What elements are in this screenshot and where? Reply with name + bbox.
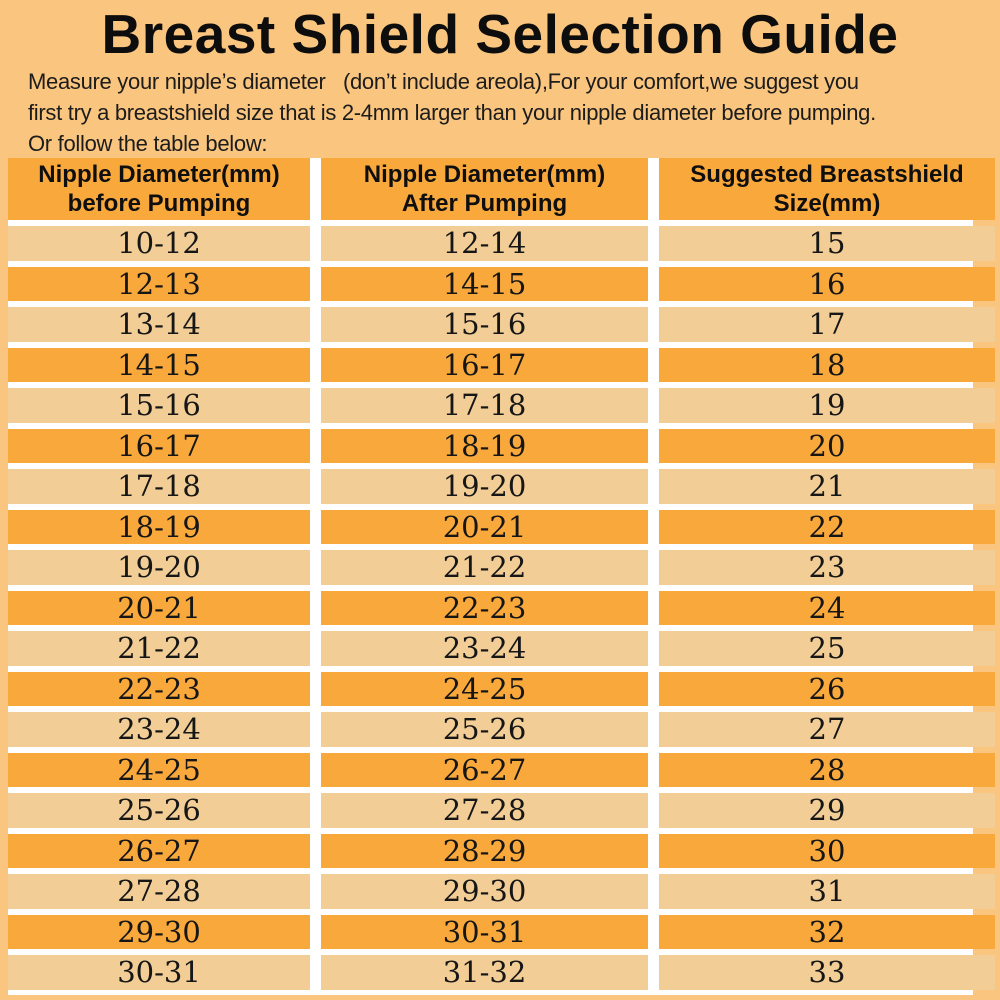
header-before-pumping-line1: Nipple Diameter(mm) [38,161,280,188]
cell-before-diameter: 26-27 [8,833,310,868]
cell-after-diameter: 22-23 [321,590,648,625]
header-suggested-size-line2: Size(mm) [773,190,881,217]
page-title: Breast Shield Selection Guide [101,3,899,65]
cell-after-diameter: 27-28 [321,793,648,828]
header-suggested-size-line1: Suggested Breastshield [690,161,964,188]
cell-shield-size: 28 [659,752,995,787]
cell-after-diameter: 14-15 [321,266,648,301]
header-after-pumping-line2: After Pumping [401,190,568,217]
cell-before-diameter: 18-19 [8,509,310,544]
cell-before-diameter: 23-24 [8,712,310,747]
cell-before-diameter: 16-17 [8,428,310,463]
cell-before-diameter: 22-23 [8,671,310,706]
cell-shield-size: 18 [659,347,995,382]
cell-after-diameter: 16-17 [321,347,648,382]
intro-text: Measure your nipple’s diameter (don’t in… [28,66,1000,159]
header-after-pumping-line1: Nipple Diameter(mm) [363,161,606,188]
cell-shield-size: 16 [659,266,995,301]
cell-shield-size: 26 [659,671,995,706]
intro-line-2: first try a breastshield size that is 2-… [28,100,876,125]
cell-before-diameter: 12-13 [8,266,310,301]
cell-after-diameter: 25-26 [321,712,648,747]
cell-after-diameter: 19-20 [321,469,648,504]
cell-before-diameter: 30-31 [8,955,310,990]
cell-after-diameter: 26-27 [321,752,648,787]
cell-before-diameter: 13-14 [8,307,310,342]
intro-line-1: Measure your nipple’s diameter (don’t in… [28,69,859,94]
cell-shield-size: 20 [659,428,995,463]
cell-shield-size: 15 [659,226,995,261]
cell-shield-size: 22 [659,509,995,544]
cell-after-diameter: 23-24 [321,631,648,666]
cell-shield-size: 27 [659,712,995,747]
cell-shield-size: 29 [659,793,995,828]
header-suggested-size: Suggested Breastshield Size(mm) [659,158,995,220]
cell-shield-size: 25 [659,631,995,666]
cell-after-diameter: 18-19 [321,428,648,463]
header-after-pumping: Nipple Diameter(mm) After Pumping [321,158,648,220]
size-guide-table: Nipple Diameter(mm) before Pumping Nippl… [8,158,995,995]
cell-shield-size: 23 [659,550,995,585]
intro-line-3: Or follow the table below: [28,131,268,156]
cell-before-diameter: 27-28 [8,874,310,909]
cell-shield-size: 24 [659,590,995,625]
cell-before-diameter: 20-21 [8,590,310,625]
cell-after-diameter: 29-30 [321,874,648,909]
cell-after-diameter: 21-22 [321,550,648,585]
cell-before-diameter: 29-30 [8,914,310,949]
cell-shield-size: 17 [659,307,995,342]
cell-shield-size: 30 [659,833,995,868]
cell-shield-size: 32 [659,914,995,949]
cell-after-diameter: 20-21 [321,509,648,544]
cell-before-diameter: 21-22 [8,631,310,666]
cell-after-diameter: 28-29 [321,833,648,868]
cell-after-diameter: 12-14 [321,226,648,261]
cell-before-diameter: 17-18 [8,469,310,504]
cell-shield-size: 33 [659,955,995,990]
cell-before-diameter: 10-12 [8,226,310,261]
cell-shield-size: 31 [659,874,995,909]
cell-after-diameter: 15-16 [321,307,648,342]
cell-after-diameter: 24-25 [321,671,648,706]
cell-shield-size: 19 [659,388,995,423]
cell-after-diameter: 17-18 [321,388,648,423]
cell-before-diameter: 14-15 [8,347,310,382]
cell-shield-size: 21 [659,469,995,504]
header-before-pumping: Nipple Diameter(mm) before Pumping [8,158,310,220]
header-before-pumping-line2: before Pumping [67,190,251,217]
cell-before-diameter: 19-20 [8,550,310,585]
cell-after-diameter: 30-31 [321,914,648,949]
cell-after-diameter: 31-32 [321,955,648,990]
cell-before-diameter: 25-26 [8,793,310,828]
cell-before-diameter: 15-16 [8,388,310,423]
cell-before-diameter: 24-25 [8,752,310,787]
